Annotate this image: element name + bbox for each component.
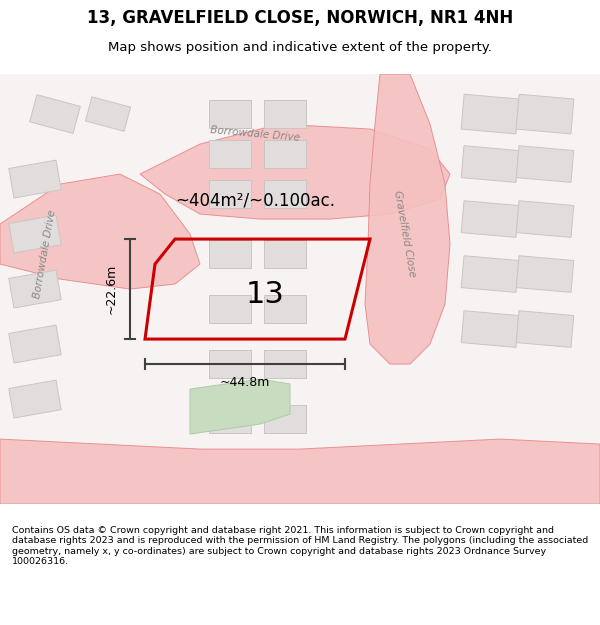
Polygon shape <box>516 94 574 134</box>
Polygon shape <box>264 405 306 433</box>
Polygon shape <box>461 146 519 182</box>
Polygon shape <box>209 140 251 168</box>
Polygon shape <box>29 95 80 133</box>
Polygon shape <box>264 295 306 323</box>
Polygon shape <box>209 405 251 433</box>
Polygon shape <box>209 240 251 268</box>
Text: ~404m²/~0.100ac.: ~404m²/~0.100ac. <box>175 191 335 209</box>
Text: ~44.8m: ~44.8m <box>220 376 270 389</box>
Polygon shape <box>209 180 251 208</box>
Polygon shape <box>461 311 519 348</box>
Polygon shape <box>264 140 306 168</box>
Text: 13: 13 <box>245 279 284 309</box>
Polygon shape <box>461 94 519 134</box>
Polygon shape <box>516 146 574 182</box>
Polygon shape <box>516 311 574 348</box>
Polygon shape <box>516 256 574 292</box>
Text: Gravelfield Close: Gravelfield Close <box>392 190 418 278</box>
Polygon shape <box>190 379 290 434</box>
Polygon shape <box>209 350 251 378</box>
Polygon shape <box>264 100 306 128</box>
Polygon shape <box>9 215 61 253</box>
Polygon shape <box>9 270 61 308</box>
Polygon shape <box>264 180 306 208</box>
Text: Map shows position and indicative extent of the property.: Map shows position and indicative extent… <box>108 41 492 54</box>
Text: Contains OS data © Crown copyright and database right 2021. This information is : Contains OS data © Crown copyright and d… <box>12 526 588 566</box>
Text: Borrowdale Drive: Borrowdale Drive <box>32 209 58 299</box>
Polygon shape <box>140 124 450 219</box>
Polygon shape <box>264 240 306 268</box>
Polygon shape <box>516 201 574 238</box>
Polygon shape <box>264 350 306 378</box>
Polygon shape <box>9 160 61 198</box>
Polygon shape <box>209 100 251 128</box>
Polygon shape <box>209 295 251 323</box>
Polygon shape <box>0 174 200 289</box>
Polygon shape <box>461 256 519 292</box>
Polygon shape <box>461 201 519 238</box>
Polygon shape <box>0 439 600 504</box>
Polygon shape <box>85 97 131 131</box>
Polygon shape <box>365 74 450 364</box>
Polygon shape <box>9 380 61 418</box>
Text: Borrowdale Drive: Borrowdale Drive <box>210 125 300 143</box>
Polygon shape <box>9 325 61 363</box>
Polygon shape <box>0 74 600 504</box>
Text: 13, GRAVELFIELD CLOSE, NORWICH, NR1 4NH: 13, GRAVELFIELD CLOSE, NORWICH, NR1 4NH <box>87 9 513 28</box>
Text: ~22.6m: ~22.6m <box>105 264 118 314</box>
